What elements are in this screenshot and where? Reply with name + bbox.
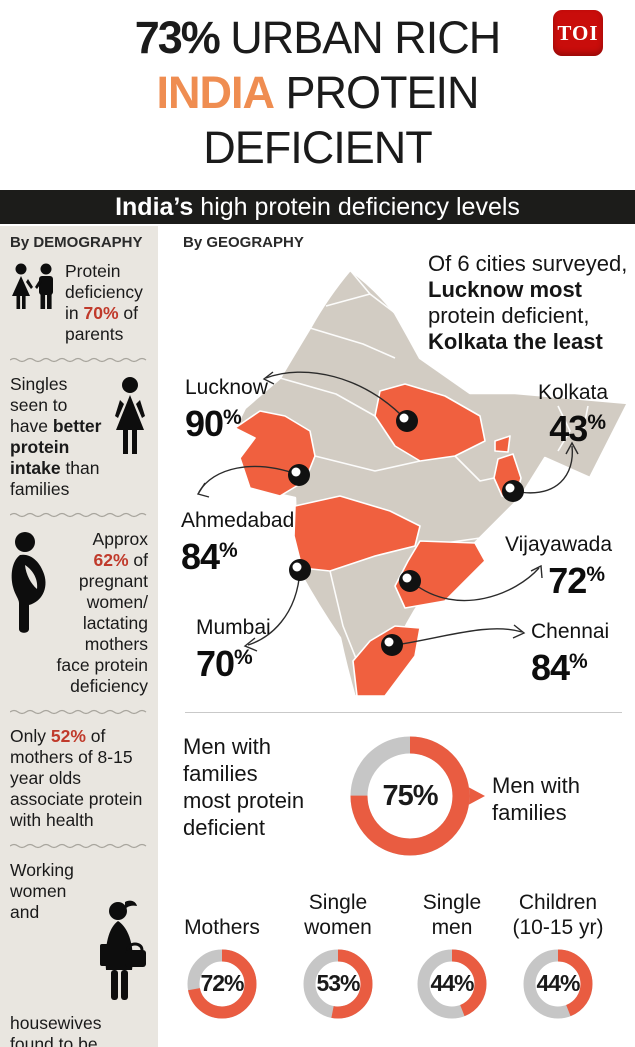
page-title: 73% URBAN RICH INDIA PROTEIN DEFICIENT: [0, 10, 635, 175]
donut-chart-single-men: [417, 949, 487, 1019]
city-label-mumbai: Mumbai 70%: [196, 616, 271, 684]
state-andhra-pradesh: [394, 540, 486, 609]
city-label-ahmedabad: Ahmedabad 84%: [181, 509, 295, 577]
city-dot-lucknow: [396, 410, 418, 432]
donut-value-mothers: 72%: [200, 970, 244, 996]
title-stat: 73%: [134, 12, 221, 63]
arrow-mumbai: [247, 569, 301, 646]
demography-item-text: Singles seen to have better protein inta…: [10, 374, 102, 499]
pregnant-woman-icon: [10, 531, 52, 642]
city-dot-vijayawada: [399, 570, 421, 592]
demography-item-text: Working women and housewives found to be…: [10, 860, 102, 1047]
wavy-divider: [10, 357, 147, 363]
geography-heading: By GEOGRAPHY: [183, 234, 304, 251]
wavy-divider: [10, 709, 147, 715]
wavy-divider: [10, 843, 147, 849]
city-dot-mumbai: [289, 559, 311, 581]
section-banner: India’s high protein deficiency levels: [0, 190, 635, 224]
stat-52: 52%: [50, 726, 86, 746]
donut-chart-children: [523, 949, 593, 1019]
city-label-lucknow: Lucknow 90%: [185, 376, 268, 444]
city-dot-ahmedabad: [288, 464, 310, 486]
highlighted-states: [234, 383, 522, 697]
parents-icon: [10, 263, 60, 324]
arrow-kolkata: [512, 445, 574, 494]
demography-item-pregnant: Approx 62% of pregnant women/ lactating …: [10, 529, 148, 697]
donut-label-children: Children (10-15 yr): [512, 891, 604, 939]
arrow-chennai: [394, 628, 523, 646]
family-donut-chart: [350, 736, 485, 856]
arrow-lucknow: [265, 371, 408, 422]
demography-item-mothers: Only 52% of mothers of 8-15 year olds as…: [10, 726, 148, 831]
stat-62: 62%: [93, 550, 129, 570]
city-dots: [288, 410, 524, 656]
wavy-divider: [10, 512, 147, 518]
title-line-3: DEFICIENT: [203, 122, 433, 173]
title-highlight: INDIA: [156, 67, 274, 118]
geography-note: Of 6 cities surveyed, Lucknow most prote…: [428, 251, 628, 354]
title-line-2: INDIA PROTEIN: [156, 67, 479, 118]
donut-label-single-men: Single men: [422, 891, 482, 939]
india-map: [196, 268, 630, 700]
city-label-vijayawada: Vijayawada 72%: [505, 533, 613, 601]
city-label-chennai: Chennai 84%: [531, 620, 610, 688]
demography-item-text: Approx 62% of pregnant women/ lactating …: [56, 529, 148, 696]
city-dot-chennai: [381, 634, 403, 656]
donut-label-mothers: Mothers: [184, 916, 260, 939]
donut-label-single-women: Single women: [304, 891, 372, 939]
demography-item-text: Only 52% of mothers of 8-15 year olds as…: [10, 726, 143, 830]
section-divider: [185, 712, 622, 713]
state-west-bengal-north: [494, 435, 511, 453]
donut-chart-mothers: [187, 949, 257, 1019]
state-uttar-pradesh: [374, 383, 486, 462]
single-woman-icon: [112, 376, 148, 461]
toi-logo: TOI: [553, 10, 603, 56]
city-label-kolkata: Kolkata 43%: [538, 381, 609, 449]
demography-item-parents: Protein deficiency in 70% of parents: [10, 261, 148, 345]
arrow-vijayawada: [412, 567, 540, 602]
demography-item-text: Protein deficiency in 70% of parents: [65, 261, 143, 344]
shopping-woman-icon: [92, 898, 148, 1011]
title-line-1: 73% URBAN RICH: [134, 12, 502, 63]
family-donut-caption: Men with families most protein deficient: [183, 734, 305, 840]
stat-70: 70%: [83, 303, 119, 323]
donut-value-single-men: 44%: [430, 970, 474, 996]
state-maharashtra: [293, 495, 421, 572]
family-donut-value: 75%: [382, 780, 438, 812]
demography-item-singles: Singles seen to have better protein inta…: [10, 374, 148, 500]
donut-value-single-women: 53%: [316, 970, 360, 996]
demography-sidebar: By DEMOGRAPHY Protein deficiency in 70% …: [0, 226, 158, 1047]
demography-item-working-women: Working women and housewives found to be…: [10, 860, 148, 1047]
donut-chart-single-women: [303, 949, 373, 1019]
donut-value-children: 44%: [536, 970, 580, 996]
family-donut-legend: Men with families: [492, 773, 581, 825]
pointer-arrows: [196, 371, 579, 652]
demography-heading: By DEMOGRAPHY: [10, 234, 143, 251]
city-dot-kolkata: [502, 480, 524, 502]
